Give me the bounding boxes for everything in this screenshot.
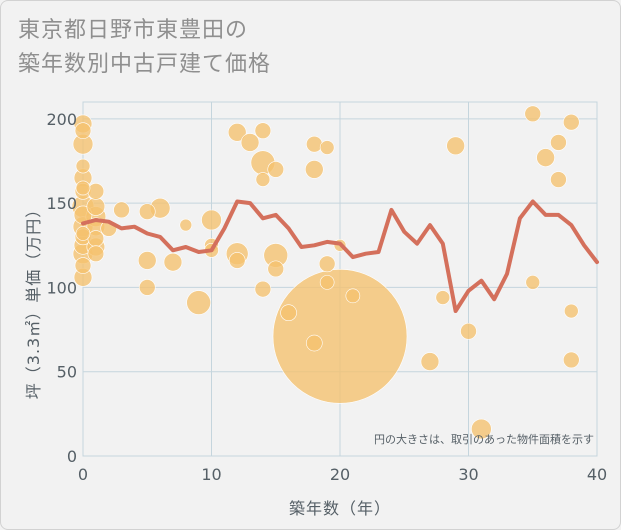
bubble-point (163, 252, 183, 272)
x-tick-labels: 0 10 20 30 40 (78, 465, 607, 484)
bubble-point (267, 260, 285, 278)
bubble-point (75, 158, 91, 174)
bubble-point (536, 148, 555, 167)
bubble-point (319, 275, 335, 290)
bubble-point (267, 161, 285, 178)
bubble-point (227, 123, 247, 142)
bubble-point (280, 304, 297, 322)
y-tick-labels: 0 50 100 150 200 (46, 110, 77, 466)
bubble-point (186, 290, 211, 315)
bubble-point (272, 269, 408, 404)
bubble-point (201, 209, 222, 231)
bubble-point (138, 279, 156, 296)
y-axis-label: 坪（3.3㎡）単価（万円） (24, 201, 43, 399)
bubble-point (524, 105, 542, 123)
x-tick-label: 10 (201, 465, 221, 484)
bubble-point (255, 172, 271, 187)
bubble-point (138, 203, 156, 220)
bubble-point (550, 171, 567, 188)
bubble-point (113, 201, 130, 219)
bubble-point (550, 134, 567, 151)
bubble-point (86, 197, 106, 216)
bubble-point (74, 257, 92, 274)
bubble-point (562, 113, 580, 131)
bubble-point (345, 288, 361, 304)
bubble-point (254, 280, 272, 298)
x-tick-label: 0 (78, 465, 88, 484)
bubble-point (471, 418, 492, 440)
bubble-point (179, 218, 193, 232)
bubble-point (435, 290, 451, 305)
x-tick-label: 30 (458, 465, 478, 484)
bubble-point (74, 122, 92, 139)
bubble-point (563, 303, 579, 319)
y-tick-label: 50 (57, 363, 77, 382)
chart-title-line-2: 築年数別中古戸建て価格 (18, 52, 272, 77)
bubble-point (87, 245, 105, 263)
bubble-point (75, 180, 91, 196)
x-tick-label: 20 (330, 465, 350, 484)
bubble-point (305, 334, 323, 352)
bubble-series (71, 105, 580, 440)
bubble-point (525, 275, 541, 290)
bubble-point (318, 255, 336, 273)
y-tick-label: 0 (67, 447, 77, 466)
x-axis-label: 築年数（年） (289, 499, 391, 518)
trend-line (81, 199, 599, 313)
bubble-point (304, 160, 324, 179)
bubble-point (254, 122, 272, 139)
y-tick-label: 200 (46, 110, 77, 129)
bubble-point (228, 252, 246, 269)
trend-line-series (81, 199, 599, 313)
bubble-point (87, 183, 105, 200)
bubble-point (137, 251, 157, 270)
chart-title: 東京都日野市東豊田の 築年数別中古戸建て価格 (18, 14, 271, 82)
bubble-point (319, 140, 335, 155)
bubble-point (420, 352, 440, 371)
bubble-point (240, 133, 260, 152)
bubble-point (446, 136, 465, 156)
bubble-point (562, 351, 580, 369)
chart-title-line-1: 東京都日野市東豊田の (18, 18, 249, 43)
y-tick-label: 100 (46, 278, 77, 297)
bubble-point (305, 135, 323, 153)
x-tick-label: 40 (587, 465, 607, 484)
bubble-size-note: 円の大きさは、取引のあった物件面積を示す (374, 432, 594, 446)
bubble-point (75, 226, 91, 241)
y-tick-label: 150 (46, 194, 77, 213)
bubble-point (460, 322, 477, 340)
